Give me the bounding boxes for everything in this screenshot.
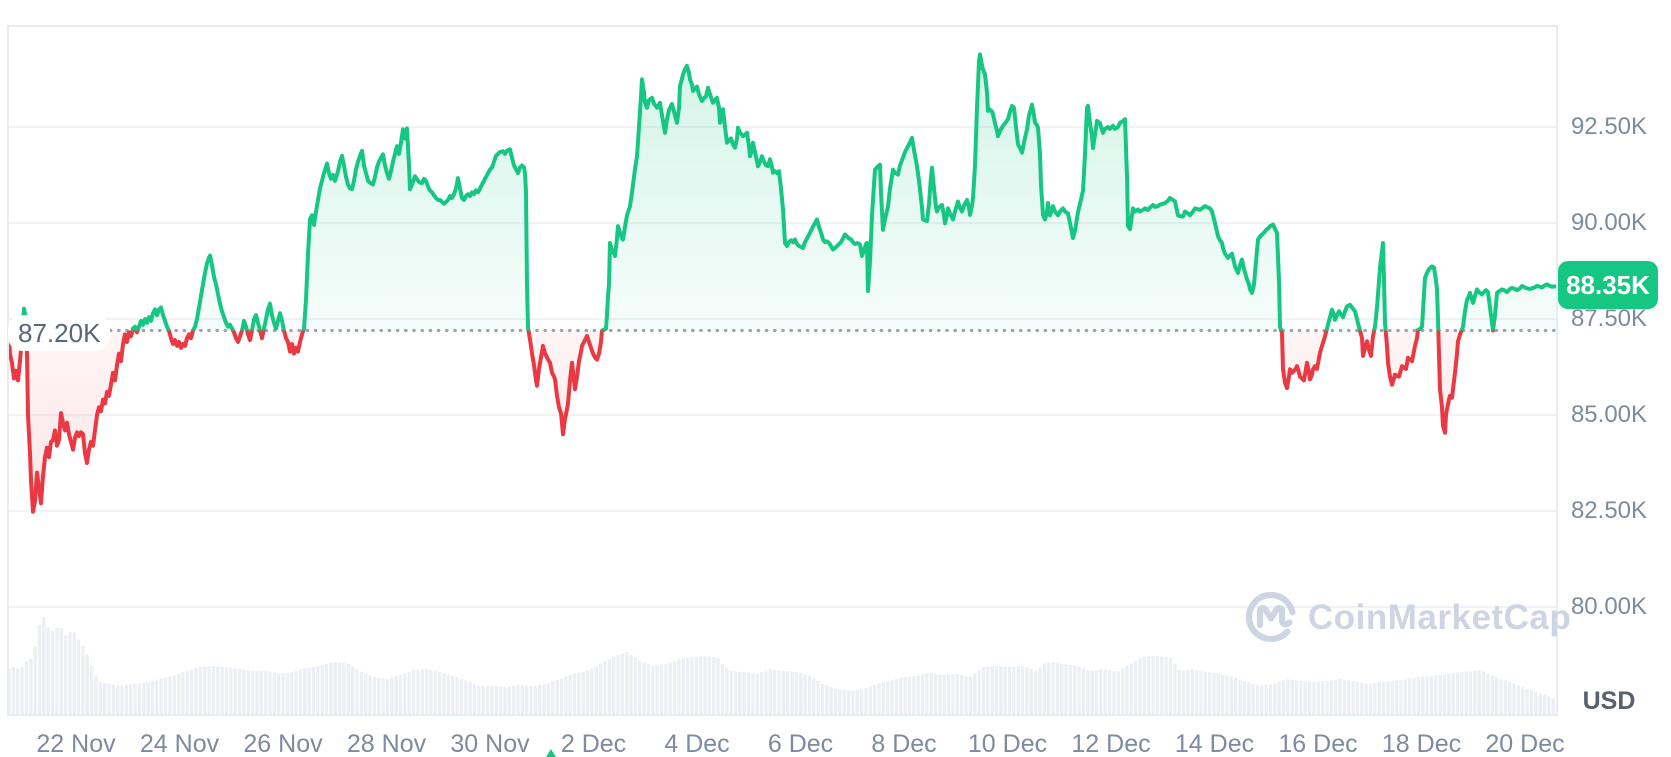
- coinmarketcap-watermark: CoinMarketCap: [1308, 598, 1572, 637]
- baseline-price-value: 87.20K: [18, 317, 101, 348]
- volume-bars: [7, 617, 1555, 715]
- current-price-badge: 88.35K: [1558, 261, 1658, 309]
- baseline-price-label: 87.20K: [8, 315, 111, 351]
- plot-border: [7, 25, 1558, 716]
- price-line-down: [8, 330, 1496, 514]
- date-marker-icon: [546, 749, 556, 757]
- currency-unit-label: USD: [1582, 687, 1636, 715]
- area-fill-below-baseline: [8, 330, 1557, 512]
- current-price-value: 88.35K: [1566, 269, 1650, 300]
- coinmarketcap-logo-icon: [1245, 591, 1297, 643]
- price-line-up: [8, 52, 1557, 331]
- area-fill-above-baseline: [8, 54, 1557, 331]
